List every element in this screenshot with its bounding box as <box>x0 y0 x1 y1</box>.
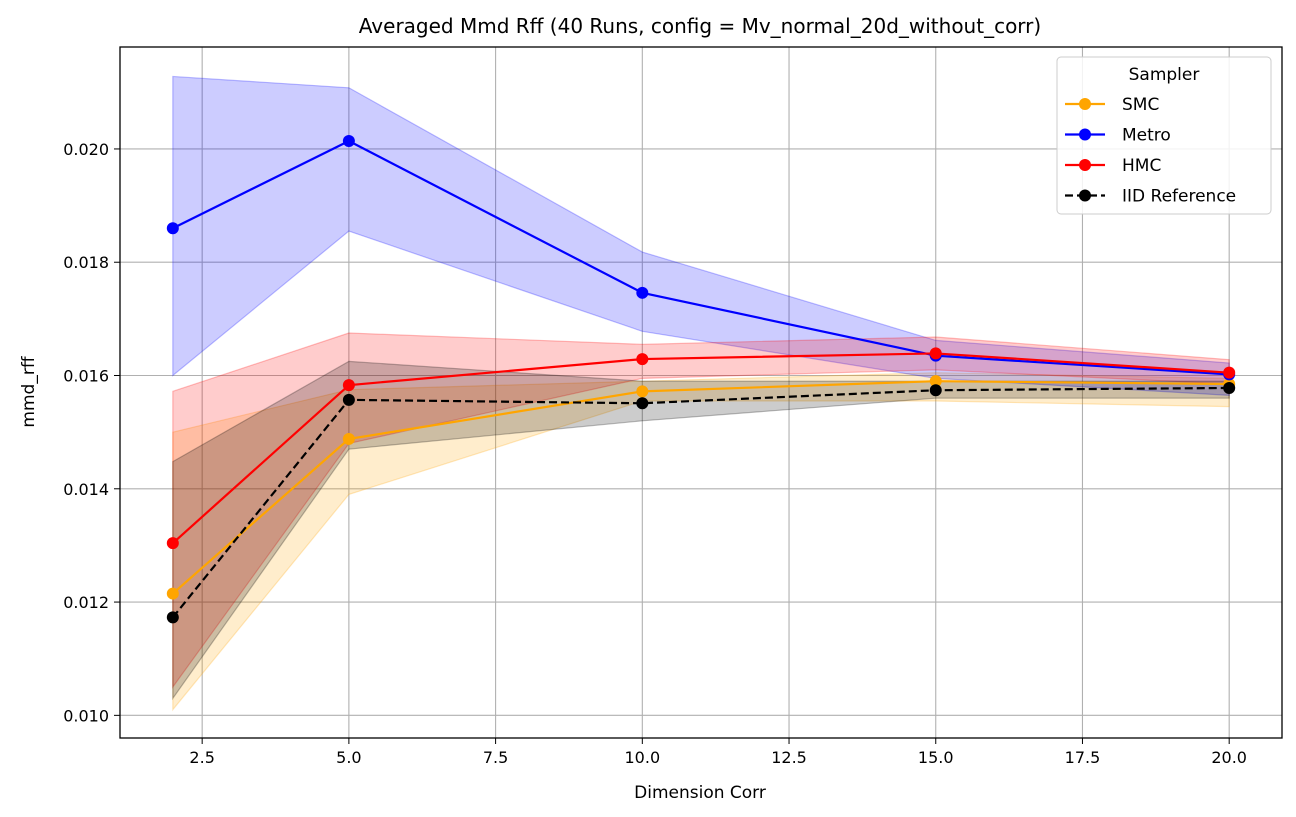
point-smc <box>929 375 942 388</box>
point-metro <box>166 222 179 235</box>
x-tick-label: 20.0 <box>1211 748 1247 767</box>
legend-title: Sampler <box>1129 65 1200 85</box>
legend-box <box>1056 56 1272 215</box>
legend-entry-hmc: HMC <box>1065 156 1161 176</box>
point-hmc <box>636 353 649 366</box>
x-tick-label: 5.0 <box>336 748 361 767</box>
point-iid-reference <box>166 611 179 624</box>
point-smc <box>636 385 649 398</box>
point-iid-reference <box>636 397 649 410</box>
y-tick-label: 0.012 <box>63 593 109 612</box>
point-iid-reference <box>342 393 355 406</box>
x-axis-label: Dimension Corr <box>634 783 766 803</box>
point-hmc <box>929 347 942 360</box>
legend-label: IID Reference <box>1122 187 1236 207</box>
band-smc <box>172 372 1230 712</box>
band-iid-reference <box>172 360 1230 701</box>
point-iid-reference <box>1223 381 1236 394</box>
legend-marker <box>1079 159 1091 171</box>
legend: Sampler SMC Metro HMC IID Reference <box>1056 56 1272 215</box>
point-metro <box>636 286 649 299</box>
line-iid-reference <box>171 386 1230 619</box>
legend-label: Metro <box>1122 126 1171 146</box>
legend-marker <box>1079 128 1091 141</box>
y-tick-label: 0.020 <box>63 140 109 159</box>
point-metro <box>342 135 355 148</box>
point-hmc <box>1223 366 1236 379</box>
x-tick-label: 15.0 <box>918 748 954 767</box>
x-tick-label: 2.5 <box>189 748 214 767</box>
legend-label: SMC <box>1122 95 1159 115</box>
x-axis-ticks: 2.5 5.0 7.5 10.0 12.5 15.0 17.5 20.0 <box>189 738 1247 767</box>
point-hmc <box>166 537 179 550</box>
y-tick-label: 0.010 <box>63 706 109 725</box>
legend-marker <box>1079 98 1091 110</box>
y-tick-label: 0.014 <box>63 480 109 499</box>
legend-marker <box>1079 189 1091 202</box>
legend-entry-metro: Metro <box>1065 126 1171 146</box>
legend-entry-iid-reference: IID Reference <box>1065 187 1236 207</box>
x-tick-label: 12.5 <box>771 748 807 767</box>
point-smc <box>342 432 355 445</box>
y-axis-label: mmd_rff <box>19 355 39 427</box>
y-axis-ticks: 0.010 0.012 0.014 0.016 0.018 0.020 <box>63 140 120 725</box>
series-markers <box>166 135 1236 624</box>
point-smc <box>166 587 179 600</box>
chart-title: Averaged Mmd Rff (40 Runs, config = Mv_n… <box>359 14 1041 38</box>
plot-frame <box>119 46 1283 739</box>
y-tick-label: 0.016 <box>63 367 109 386</box>
legend-entry-smc: SMC <box>1065 95 1159 115</box>
point-hmc <box>342 379 355 392</box>
y-tick-label: 0.018 <box>63 253 109 272</box>
point-iid-reference <box>929 384 942 397</box>
legend-label: HMC <box>1122 156 1161 176</box>
x-tick-label: 7.5 <box>483 748 508 767</box>
x-tick-label: 10.0 <box>625 748 661 767</box>
band-metro <box>172 75 1230 396</box>
x-tick-label: 17.5 <box>1065 748 1101 767</box>
